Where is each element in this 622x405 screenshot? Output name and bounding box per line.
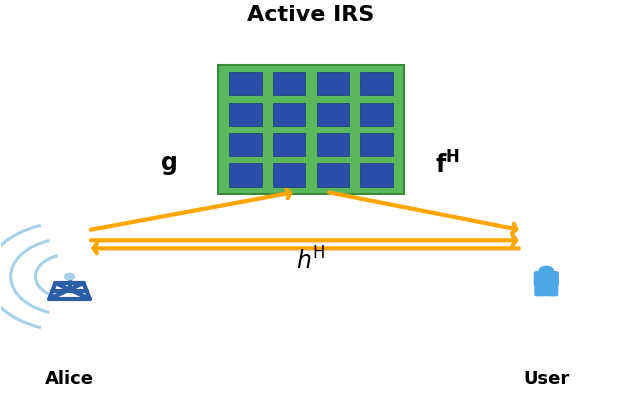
Bar	[230, 134, 262, 157]
Bar	[273, 134, 305, 157]
Bar	[360, 164, 392, 187]
Bar	[230, 73, 262, 96]
FancyBboxPatch shape	[545, 283, 559, 296]
Bar	[317, 134, 349, 157]
Text: $\mathbf{g}$: $\mathbf{g}$	[160, 152, 177, 176]
Bar	[273, 73, 305, 96]
Bar	[360, 73, 392, 96]
Bar	[230, 103, 262, 126]
Circle shape	[65, 274, 75, 280]
Bar	[360, 103, 392, 126]
Text: $\mathbf{f}^{\mathbf{H}}$: $\mathbf{f}^{\mathbf{H}}$	[435, 151, 460, 178]
Bar	[218, 66, 404, 194]
Bar	[273, 164, 305, 187]
Circle shape	[539, 266, 554, 276]
Text: User: User	[523, 370, 569, 388]
Bar	[273, 103, 305, 126]
Bar	[317, 73, 349, 96]
Text: $h^{\mathrm{H}}$: $h^{\mathrm{H}}$	[296, 247, 326, 275]
FancyBboxPatch shape	[534, 271, 559, 287]
Bar	[360, 134, 392, 157]
FancyBboxPatch shape	[534, 283, 547, 296]
Bar	[230, 164, 262, 187]
Bar	[317, 164, 349, 187]
Text: Active IRS: Active IRS	[248, 5, 374, 26]
Text: Alice: Alice	[45, 370, 94, 388]
Bar	[317, 103, 349, 126]
